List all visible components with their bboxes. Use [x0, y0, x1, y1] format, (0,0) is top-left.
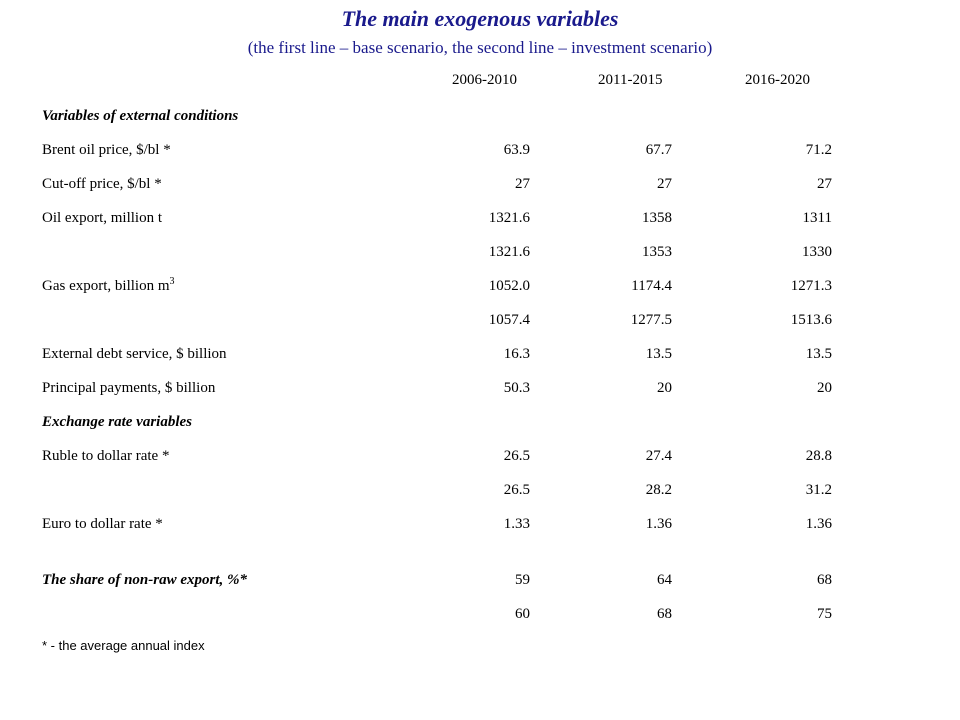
row-label: External debt service, $ billion [42, 346, 227, 363]
section-row: Exchange rate variables [0, 414, 960, 434]
cell-value: 27 [657, 176, 672, 192]
cell-value: 1311 [802, 210, 832, 226]
row-label: Variables of external conditions [42, 108, 238, 125]
cell-value: 59 [515, 572, 530, 588]
cell-value: 31.2 [805, 482, 832, 498]
row-label-text: Ruble to dollar rate * [42, 448, 170, 464]
cell-value: 27.4 [645, 448, 672, 464]
row-label-text: Exchange rate variables [42, 414, 192, 430]
cell-value: 27 [817, 176, 832, 192]
cell-value: 13.5 [645, 346, 672, 362]
page-title: The main exogenous variables [341, 6, 619, 31]
cell-value: 75 [817, 606, 832, 622]
row-label-text: Cut-off price, $/bl * [42, 176, 162, 192]
cell-value: 20 [817, 380, 832, 396]
cell-value: 1353 [642, 244, 672, 260]
row-label-text: The share of non-raw export, %* [42, 572, 248, 588]
row-label-text: Oil export, million t [42, 210, 162, 226]
table-row: Principal payments, $ billion 50.3 20 20 [0, 380, 960, 400]
row-label: Ruble to dollar rate * [42, 448, 169, 465]
cell-value: 67.7 [645, 142, 672, 158]
cell-value: 1.36 [645, 516, 672, 532]
cell-value: 16.3 [503, 346, 530, 362]
page-subtitle: (the first line – base scenario, the sec… [247, 38, 713, 57]
cell-value: 1174.4 [631, 278, 672, 294]
row-label-text: Variables of external conditions [42, 108, 239, 124]
table-row: Gas export, billion m3 1052.0 1174.4 1271.3 [0, 276, 960, 298]
cell-value: 27 [515, 176, 530, 192]
cell-value: 60 [515, 606, 530, 622]
row-label: Oil export, million t [42, 210, 162, 227]
row-label: Euro to dollar rate * [42, 516, 163, 533]
table-row: Brent oil price, $/bl * 63.9 67.7 71.2 [0, 142, 960, 162]
column-header-1: 2006-2010 [452, 72, 517, 88]
row-label-text: Brent oil price, $/bl * [42, 142, 171, 158]
cell-value: 1513.6 [790, 312, 832, 328]
cell-value: 1052.0 [488, 278, 530, 294]
cell-value: 20 [657, 380, 672, 396]
table-row: External debt service, $ billion 16.3 13.5… [0, 346, 960, 366]
cell-value: 1.33 [503, 516, 530, 532]
cell-value: 1321.6 [488, 244, 530, 260]
table-row: 1321.6 1353 1330 [0, 244, 960, 264]
row-label: Exchange rate variables [42, 414, 192, 431]
row-label-text: Gas export, billion m [42, 278, 170, 294]
cell-value: 1330 [802, 244, 832, 260]
cell-value: 68 [817, 572, 832, 588]
row-label: Brent oil price, $/bl * [42, 142, 171, 159]
row-label: Principal payments, $ billion [42, 380, 215, 397]
column-header-3: 2016-2020 [745, 72, 810, 88]
row-label: Gas export, billion m3 [42, 276, 175, 295]
cell-value: 1057.4 [488, 312, 530, 328]
cell-value: 28.2 [645, 482, 672, 498]
row-label: The share of non-raw export, %* [42, 572, 247, 589]
row-label-text: External debt service, $ billion [42, 346, 227, 362]
table-row: Ruble to dollar rate * 26.5 27.4 28.8 [0, 448, 960, 468]
cell-value: 26.5 [503, 482, 530, 498]
cell-value: 1358 [642, 210, 672, 226]
row-label: Cut-off price, $/bl * [42, 176, 162, 193]
cell-value: 71.2 [805, 142, 832, 158]
row-label-text: Euro to dollar rate * [42, 516, 163, 532]
cell-value: 28.8 [805, 448, 832, 464]
cell-value: 1277.5 [630, 312, 672, 328]
cell-value: 26.5 [503, 448, 530, 464]
cell-value: 1.36 [805, 516, 832, 532]
table-row: 1057.4 1277.5 1513.6 [0, 312, 960, 332]
table-row: 26.5 28.2 31.2 [0, 482, 960, 502]
cell-value: 1271.3 [790, 278, 832, 294]
table-row: Cut-off price, $/bl * 27 27 27 [0, 176, 960, 196]
footnote: * - the average annual index [42, 638, 205, 653]
cell-value: 63.9 [503, 142, 530, 158]
table-row: Oil export, million t 1321.6 1358 1311 [0, 210, 960, 230]
cell-value: 13.5 [805, 346, 832, 362]
cell-value: 50.3 [503, 380, 530, 396]
row-label-text: Principal payments, $ billion [42, 380, 216, 396]
section-row: Variables of external conditions [0, 108, 960, 128]
label-superscript: 3 [169, 276, 175, 287]
table-row: Euro to dollar rate * 1.33 1.36 1.36 [0, 516, 960, 536]
cell-value: 1321.6 [488, 210, 530, 226]
table-row: 60 68 75 [0, 606, 960, 626]
cell-value: 64 [657, 572, 672, 588]
cell-value: 68 [657, 606, 672, 622]
section-row: The share of non-raw export, %* 59 64 68 [0, 572, 960, 592]
column-header-2: 2011-2015 [598, 72, 663, 88]
